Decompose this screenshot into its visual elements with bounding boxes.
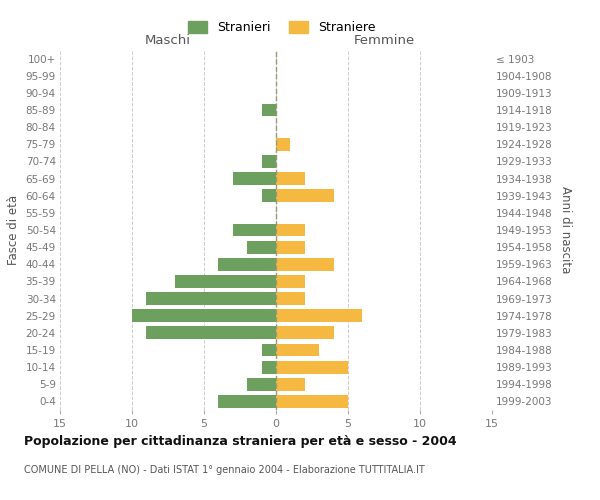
- Bar: [276, 326, 334, 340]
- Legend: Stranieri, Straniere: Stranieri, Straniere: [184, 16, 380, 40]
- Bar: [175, 275, 276, 288]
- Bar: [233, 224, 276, 236]
- Bar: [276, 138, 290, 150]
- Bar: [276, 258, 334, 270]
- Bar: [262, 155, 276, 168]
- Bar: [218, 395, 276, 408]
- Bar: [276, 344, 319, 356]
- Bar: [247, 240, 276, 254]
- Bar: [276, 275, 305, 288]
- Bar: [262, 104, 276, 117]
- Text: Maschi: Maschi: [145, 34, 191, 46]
- Bar: [247, 378, 276, 390]
- Bar: [276, 172, 305, 185]
- Text: Popolazione per cittadinanza straniera per età e sesso - 2004: Popolazione per cittadinanza straniera p…: [24, 435, 457, 448]
- Bar: [276, 310, 362, 322]
- Bar: [262, 190, 276, 202]
- Bar: [132, 310, 276, 322]
- Bar: [218, 258, 276, 270]
- Text: COMUNE DI PELLA (NO) - Dati ISTAT 1° gennaio 2004 - Elaborazione TUTTITALIA.IT: COMUNE DI PELLA (NO) - Dati ISTAT 1° gen…: [24, 465, 425, 475]
- Y-axis label: Fasce di età: Fasce di età: [7, 195, 20, 265]
- Bar: [276, 360, 348, 374]
- Bar: [276, 292, 305, 305]
- Bar: [262, 360, 276, 374]
- Text: Femmine: Femmine: [353, 34, 415, 46]
- Bar: [276, 240, 305, 254]
- Bar: [146, 292, 276, 305]
- Bar: [276, 395, 348, 408]
- Bar: [276, 224, 305, 236]
- Bar: [146, 326, 276, 340]
- Bar: [276, 190, 334, 202]
- Y-axis label: Anni di nascita: Anni di nascita: [559, 186, 572, 274]
- Bar: [262, 344, 276, 356]
- Bar: [233, 172, 276, 185]
- Bar: [276, 378, 305, 390]
